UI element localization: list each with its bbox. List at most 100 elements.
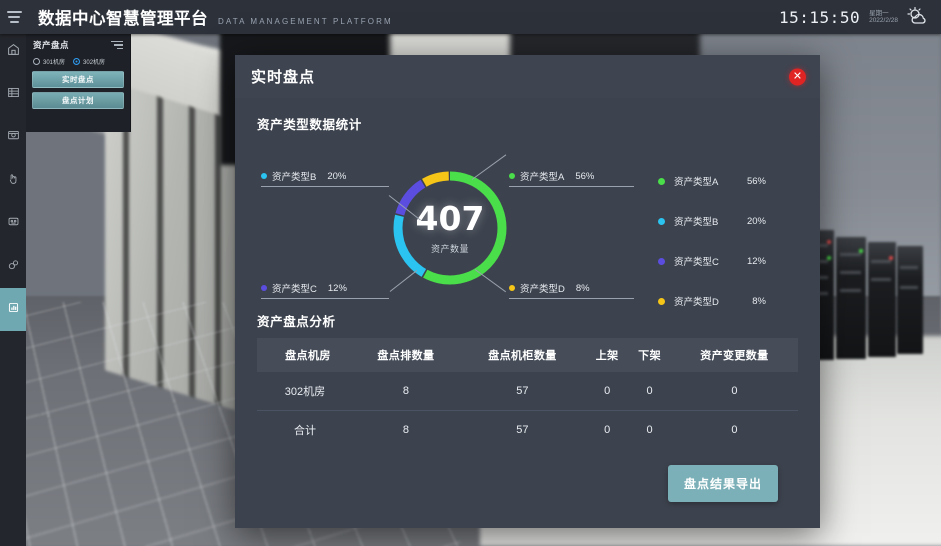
callout-label: 资产类型C [272,284,317,295]
table-row: 302机房 8 57 0 0 0 [257,372,798,411]
callout-value: 12% [327,282,347,294]
panel-buttons: 实时盘点 盘点计划 [26,71,130,109]
donut-chart: 407 资产数量 [389,167,511,289]
left-icon-rail [0,30,26,546]
dialog-body: 资产类型数据统计 407 资产数量 [235,98,820,528]
sidebar-item-device[interactable] [0,202,26,245]
callout-label: 资产类型D [520,284,565,295]
top-bar: 数据中心智慧管理平台 DATA MANAGEMENT PLATFORM 15:1… [0,0,941,34]
panel-header: 资产盘点 [26,34,130,54]
cell-changes: 0 [731,424,738,436]
clock: 15:15:50 [779,7,861,27]
table-row: 合计 8 57 0 0 0 [257,411,798,450]
sidebar-item-maintenance[interactable] [0,159,26,202]
home-icon [7,43,20,61]
legend-dot-a [658,177,665,185]
legend-label: 资产类型A [674,177,719,188]
legend-dot-d [658,297,665,305]
table-body: 302机房 8 57 0 0 0 合计 8 57 0 0 [257,372,798,449]
callout-value: 56% [575,170,595,182]
donut-svg [393,171,507,285]
legend-item: 资产类型B 20% [658,201,798,241]
cell-room: 合计 [293,425,316,437]
hand-icon [7,172,20,190]
server-icon [7,215,20,233]
sidebar-item-home[interactable] [0,30,26,73]
legend-label: 资产类型D [674,297,719,308]
panel-title: 资产盘点 [33,40,70,50]
filter-icon[interactable] [111,40,123,50]
cell-rows: 8 [352,372,459,411]
dialog-title: 实时盘点 [251,69,316,86]
cell-rack-in: 0 [604,424,611,436]
radio-label: 301机房 [43,60,66,66]
cell-rack-out: 0 [646,424,653,436]
page-title: 数据中心智慧管理平台 [38,10,208,28]
dialog-header: 实时盘点 ✕ [235,55,820,99]
col-rack-in: 上架 [586,338,629,372]
realtime-inventory-dialog: 实时盘点 ✕ 资产类型数据统计 [235,55,820,528]
col-rows: 盘点排数量 [352,338,459,372]
legend-value: 12% [746,255,766,267]
weekday-label: 星期一 [869,9,889,17]
inventory-plan-button[interactable]: 盘点计划 [32,92,124,109]
sidebar-item-monitor[interactable] [0,116,26,159]
close-icon[interactable]: ✕ [789,68,806,85]
legend-item: 资产类型D 8% [658,281,798,321]
export-result-button[interactable]: 盘点结果导出 [667,465,778,502]
legend-dot-c [658,257,665,265]
radio-room-302[interactable]: 302机房 [73,57,105,66]
sidebar-item-asset-inventory[interactable] [0,288,26,331]
monitor-icon [7,129,20,147]
sidebar-item-rack-list[interactable] [0,73,26,116]
asset-type-chart: 407 资产数量 资产类型B 20% 资产类型A 56% [257,139,798,308]
col-changes: 资产变更数量 [670,338,798,372]
radio-room-301[interactable]: 301机房 [33,57,65,66]
chart-legend: 资产类型A 56% 资产类型B 20% 资产类型C 12% [658,161,798,321]
asset-count-label: 资产数量 [430,243,469,254]
legend-label: 资产类型B [674,217,719,228]
legend-dot-d [509,285,515,291]
cell-changes: 0 [670,372,798,411]
chart-section-title: 资产类型数据统计 [257,118,362,132]
radio-dot [73,58,81,65]
col-cabinets: 盘点机柜数量 [458,338,586,372]
legend-item: 资产类型C 12% [658,241,798,281]
sidebar-item-energy[interactable] [0,245,26,288]
col-room: 盘点机房 [257,338,353,372]
table-head: 盘点机房 盘点排数量 盘点机柜数量 上架 下架 资产变更数量 [257,338,798,372]
table-header-row: 盘点机房 盘点排数量 盘点机柜数量 上架 下架 资产变更数量 [257,338,798,372]
legend-item: 资产类型A 56% [658,161,798,201]
callout-type-d: 资产类型D 8% [509,281,634,299]
brand: 数据中心智慧管理平台 DATA MANAGEMENT PLATFORM [38,5,393,29]
page-subtitle: DATA MANAGEMENT PLATFORM [218,17,393,26]
callout-value: 20% [327,170,347,182]
hamburger-icon[interactable] [0,0,28,34]
col-rack-out: 下架 [628,338,671,372]
cell-room: 302机房 [257,372,353,411]
cell-rack-out: 0 [628,372,671,411]
legend-dot-b [261,173,267,179]
callout-type-c: 资产类型C 12% [261,281,389,299]
cell-rows: 8 [402,424,409,436]
realtime-inventory-button[interactable]: 实时盘点 [32,71,124,88]
callout-label: 资产类型B [272,172,317,183]
chart-bar-icon [7,301,20,319]
top-bar-right: 15:15:50 星期一 2022/2/28 [779,6,941,27]
table-section-title: 资产盘点分析 [257,315,336,329]
legend-value: 20% [746,215,766,227]
dialog-footer: 盘点结果导出 [257,465,798,502]
asset-count-value: 407 [415,198,485,238]
inventory-table: 盘点机房 盘点排数量 盘点机柜数量 上架 下架 资产变更数量 302机房 8 5 [257,338,798,449]
cell-cabinets: 57 [458,372,586,411]
room-radio-group: 301机房 302机房 [26,54,130,71]
plug-icon [7,258,20,276]
grid-icon [7,86,20,104]
inventory-analysis-section: 资产盘点分析 盘点机房 盘点排数量 盘点机柜数量 上架 下架 资产变更数量 [257,311,798,502]
callout-value: 8% [575,282,590,294]
cell-rack-in: 0 [586,372,629,411]
legend-dot-b [658,217,665,225]
date-block: 星期一 2022/2/28 [869,10,898,25]
sun-cloud-icon [907,6,929,27]
